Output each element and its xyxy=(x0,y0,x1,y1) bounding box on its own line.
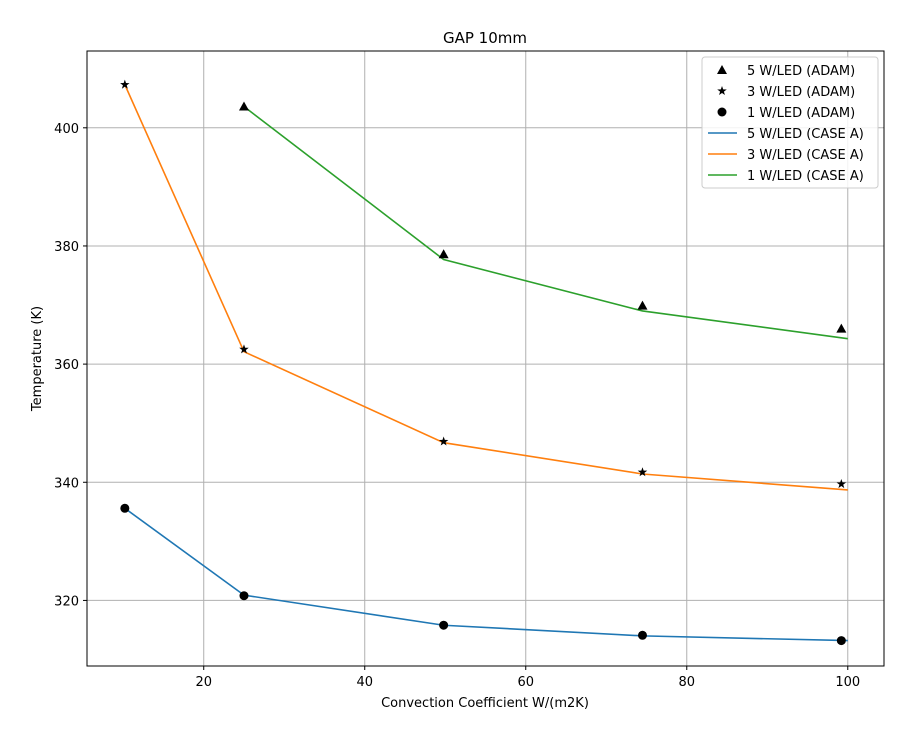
data-point-3-w-led-adam xyxy=(836,479,847,489)
legend-label: 5 W/LED (ADAM) xyxy=(747,64,855,79)
legend-marker-circle xyxy=(717,107,727,117)
x-tick-label: 80 xyxy=(678,675,695,690)
data-point-1-w-led-adam xyxy=(439,620,449,630)
data-point-1-w-led-adam xyxy=(637,630,647,640)
x-tick-label: 100 xyxy=(835,675,860,690)
legend-marker-star xyxy=(717,86,727,96)
legend-label: 1 W/LED (CASE A) xyxy=(747,169,864,184)
legend-marker-triangle xyxy=(717,65,727,74)
legend-item-1-w-led-adam: 1 W/LED (ADAM) xyxy=(717,106,855,121)
y-tick-label: 340 xyxy=(54,476,79,491)
x-tick-label: 60 xyxy=(517,675,534,690)
legend-item-3-w-led-adam: 3 W/LED (ADAM) xyxy=(717,85,855,100)
data-point-3-w-led-adam xyxy=(239,344,249,354)
data-point-1-w-led-adam xyxy=(120,503,130,513)
x-tick-label: 20 xyxy=(195,675,212,690)
data-point-5-w-led-adam xyxy=(438,249,449,259)
y-axis-label: Temperature (K) xyxy=(30,306,45,412)
data-point-1-w-led-adam xyxy=(239,591,249,601)
legend: 5 W/LED (ADAM) 3 W/LED (ADAM) 1 W/LED (ADA… xyxy=(701,56,879,189)
series-layer xyxy=(120,79,848,646)
series-line-1-w-led-case-a xyxy=(243,105,848,340)
data-point-3-w-led-adam xyxy=(438,436,449,446)
data-point-5-w-led-adam xyxy=(836,323,847,333)
series-line-5-w-led-case-a xyxy=(124,507,848,642)
legend-label: 3 W/LED (CASE A) xyxy=(747,148,864,163)
legend-item-1-w-led-case-a: 1 W/LED (CASE A) xyxy=(708,169,864,184)
data-point-3-w-led-adam xyxy=(120,79,130,89)
y-tick-label: 380 xyxy=(54,240,79,255)
data-point-1-w-led-adam xyxy=(836,636,846,646)
data-point-5-w-led-adam xyxy=(238,101,249,111)
y-tick-label: 320 xyxy=(54,594,79,609)
legend-label: 1 W/LED (ADAM) xyxy=(747,106,855,121)
chart-title: GAP 10mm xyxy=(443,29,527,47)
legend-label: 5 W/LED (CASE A) xyxy=(747,127,864,142)
x-tick-label: 40 xyxy=(356,675,373,690)
legend-item-3-w-led-case-a: 3 W/LED (CASE A) xyxy=(708,148,864,163)
legend-item-5-w-led-case-a: 5 W/LED (CASE A) xyxy=(708,127,864,142)
x-axis-label: Convection Coefficient W/(m2K) xyxy=(381,696,589,711)
data-point-5-w-led-adam xyxy=(637,300,648,310)
data-point-3-w-led-adam xyxy=(637,467,648,477)
legend-item-5-w-led-adam: 5 W/LED (ADAM) xyxy=(717,64,855,79)
plot-frame xyxy=(86,50,885,667)
axis-ticks: 20 40 60 80 100 320 340 360 380 400 xyxy=(54,122,860,690)
y-tick-label: 360 xyxy=(54,358,79,373)
y-tick-label: 400 xyxy=(54,122,79,137)
legend-box xyxy=(701,56,879,189)
legend-label: 3 W/LED (ADAM) xyxy=(747,85,855,100)
